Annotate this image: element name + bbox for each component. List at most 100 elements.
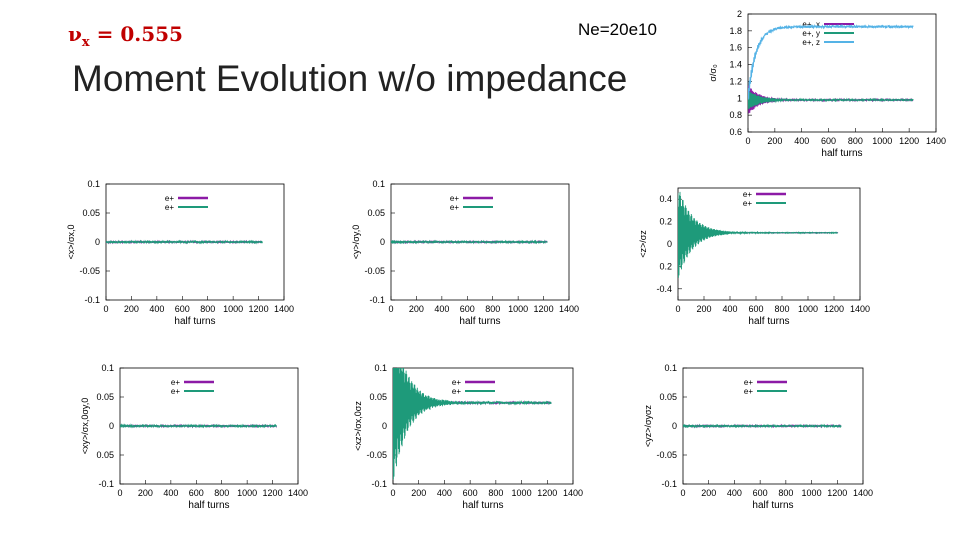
legend-label: e+	[165, 194, 174, 203]
x-tick-label: 600	[463, 488, 478, 498]
x-axis-label: half turns	[752, 500, 793, 511]
legend-label: e+	[171, 387, 180, 396]
x-tick-label: 1000	[872, 136, 892, 146]
x-tick-label: 1200	[899, 136, 919, 146]
plot-frame	[747, 13, 937, 133]
y-tick-label: 0.05	[96, 392, 114, 402]
y-tick-label: 1.4	[729, 60, 742, 70]
y-tick-label: 0.05	[367, 208, 385, 218]
x-tick-label: 800	[778, 488, 793, 498]
x-tick-label: 1200	[249, 304, 269, 314]
x-tick-label: 200	[696, 304, 711, 314]
chart-x: 0 200 400 600 800 1000 1200 1400 -0.1 -0.05 0 0.05 0…	[66, 179, 294, 327]
chart-y: 0 200 400 600 800 1000 1200 1400 -0.1 -0.05 0 0.05 0…	[351, 179, 579, 327]
y-tick-label: 0	[95, 237, 100, 247]
nu-value: = 0.555	[89, 22, 183, 46]
series-line-e	[393, 368, 552, 480]
series-line-e	[106, 239, 263, 245]
x-tick-label: 400	[437, 488, 452, 498]
x-tick-label: 0	[680, 488, 685, 498]
x-tick-label: 600	[189, 488, 204, 498]
x-tick-label: 1200	[534, 304, 554, 314]
legend-label: e+	[452, 387, 461, 396]
y-tick-label: 0	[382, 421, 387, 431]
y-tick-label: 0.05	[96, 450, 114, 460]
x-tick-label: 1400	[559, 304, 579, 314]
plot-frame	[392, 367, 574, 485]
x-tick-label: 0	[675, 304, 680, 314]
x-tick-label: 400	[727, 488, 742, 498]
plot-frame	[677, 187, 861, 301]
y-tick-label: -0.1	[371, 479, 387, 489]
series-line-e	[120, 423, 277, 429]
y-tick-label: 0.05	[659, 392, 677, 402]
x-tick-label: 800	[214, 488, 229, 498]
x-tick-label: 400	[434, 304, 449, 314]
legend-label: e+, z	[802, 38, 820, 47]
chart-sigma: 0 200 400 600 800 1000 1200 1400 0.6 0.8 1 1.2 1.4 1.…	[708, 9, 946, 159]
series-line-e	[391, 239, 548, 245]
y-tick-label: 1.8	[729, 26, 742, 36]
nu-symbol: ν	[68, 22, 82, 46]
y-tick-label: 0.4	[659, 194, 672, 204]
x-tick-label: 1000	[508, 304, 528, 314]
x-tick-label: 200	[767, 136, 782, 146]
x-axis-label: half turns	[748, 316, 789, 327]
y-tick-label: -0.05	[364, 266, 385, 276]
ne-label: Ne=20e10	[578, 20, 657, 39]
y-tick-label: 0	[667, 239, 672, 249]
y-tick-label: 0.1	[372, 179, 385, 189]
legend-label: e+	[743, 199, 752, 208]
x-tick-label: 1200	[537, 488, 557, 498]
x-tick-label: 0	[388, 304, 393, 314]
x-tick-label: 1400	[853, 488, 873, 498]
x-tick-label: 600	[753, 488, 768, 498]
x-tick-label: 800	[488, 488, 503, 498]
chart-z: 0 200 400 600 800 1000 1200 1400 -0.4 0.2 0 0.2 0.4 h…	[638, 187, 870, 327]
legend-label: e+	[171, 378, 180, 387]
legend-label: e+	[452, 378, 461, 387]
y-axis-label: <yz>/σyσz	[643, 404, 653, 447]
x-tick-label: 1200	[824, 304, 844, 314]
y-tick-label: 0.1	[101, 363, 114, 373]
x-tick-label: 0	[390, 488, 395, 498]
legend-label: e+	[743, 190, 752, 199]
y-tick-label: -0.05	[79, 266, 100, 276]
x-tick-label: 600	[748, 304, 763, 314]
y-axis-label: <z>/σz	[638, 230, 648, 258]
x-tick-label: 1400	[926, 136, 946, 146]
y-tick-label: 0.8	[729, 110, 742, 120]
y-tick-label: 0.1	[374, 363, 387, 373]
chart-yz: 0 200 400 600 800 1000 1200 1400 -0.1 -0.05 0 0.05 0…	[643, 363, 873, 511]
nu-x-label: νx = 0.555	[68, 22, 183, 50]
legend-label: e+	[744, 387, 753, 396]
y-tick-label: 1	[737, 93, 742, 103]
x-tick-label: 1200	[263, 488, 283, 498]
x-tick-label: 600	[821, 136, 836, 146]
y-tick-label: 1.6	[729, 43, 742, 53]
x-tick-label: 400	[149, 304, 164, 314]
x-tick-label: 800	[200, 304, 215, 314]
x-tick-label: 1400	[288, 488, 308, 498]
x-tick-label: 1000	[802, 488, 822, 498]
x-tick-label: 600	[460, 304, 475, 314]
x-tick-label: 800	[774, 304, 789, 314]
x-tick-label: 400	[722, 304, 737, 314]
y-tick-label: 0.05	[82, 208, 100, 218]
y-tick-label: 1.2	[729, 76, 742, 86]
x-tick-label: 1400	[563, 488, 583, 498]
y-tick-label: 0.05	[369, 392, 387, 402]
x-tick-label: 600	[175, 304, 190, 314]
x-tick-label: 0	[117, 488, 122, 498]
x-tick-label: 800	[848, 136, 863, 146]
series-line-e	[678, 191, 839, 278]
y-tick-label: 2	[737, 9, 742, 19]
y-axis-label: σ/σ₀	[708, 64, 718, 82]
y-axis-label: <y>/σy,0	[351, 225, 361, 259]
x-axis-label: half turns	[188, 500, 229, 511]
x-tick-label: 200	[701, 488, 716, 498]
y-tick-label: 0.1	[87, 179, 100, 189]
x-tick-label: 0	[745, 136, 750, 146]
y-tick-label: -0.1	[661, 479, 677, 489]
y-tick-label: 0.2	[659, 217, 672, 227]
